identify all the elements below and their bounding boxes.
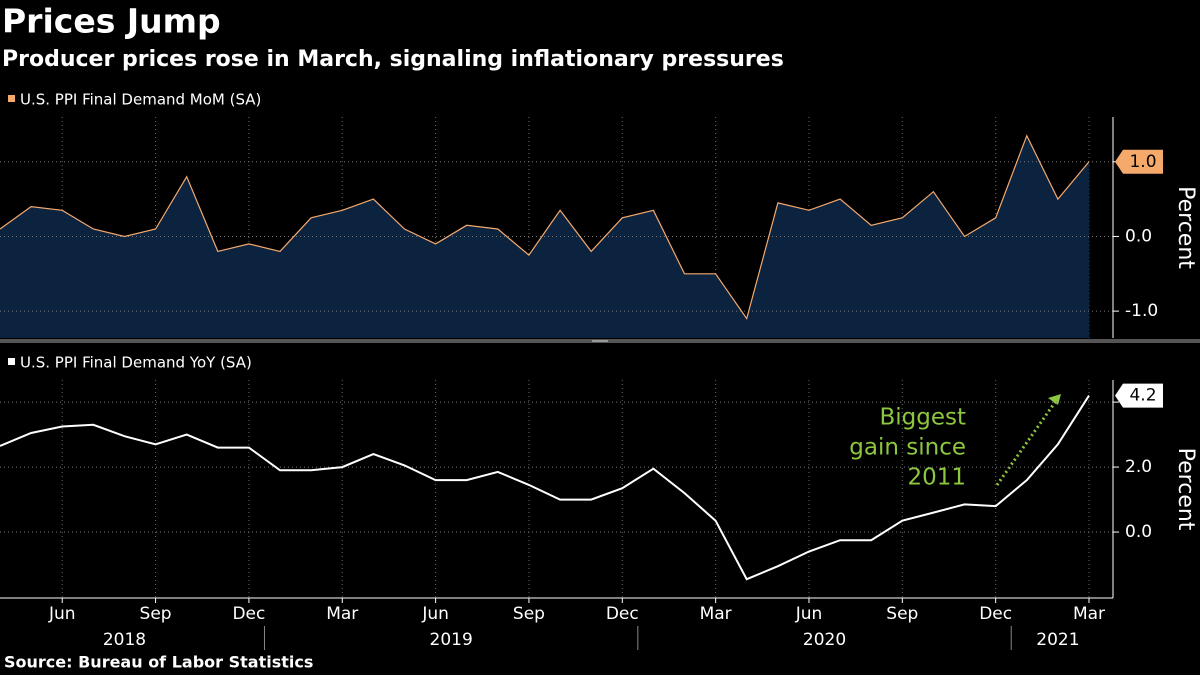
- y-axis-label: Percent: [1173, 448, 1198, 531]
- x-tick-label: Sep: [513, 604, 545, 624]
- x-tick-label: Sep: [886, 604, 918, 624]
- legend-label: U.S. PPI Final Demand MoM (SA): [20, 91, 261, 109]
- x-tick-label: Mar: [1073, 604, 1105, 624]
- legend-marker: [8, 95, 15, 102]
- legend-label: U.S. PPI Final Demand YoY (SA): [20, 354, 252, 372]
- legend-marker: [8, 358, 15, 365]
- chart-subtitle: Producer prices rose in March, signaling…: [2, 47, 784, 72]
- divider-handle: [592, 340, 608, 342]
- x-year-label: 2021: [1036, 630, 1079, 650]
- x-tick-label: Sep: [140, 604, 172, 624]
- y-tick-label: 2.0: [1125, 457, 1152, 477]
- y-tick-label: 0.0: [1125, 522, 1152, 542]
- annotation: Biggest: [879, 405, 966, 431]
- x-tick-label: Jun: [48, 604, 76, 624]
- x-tick-label: Mar: [326, 604, 358, 624]
- annotation: 2011: [907, 465, 966, 491]
- y-tick-label: 0.0: [1125, 226, 1152, 246]
- annotation-arrowhead: [1048, 394, 1061, 405]
- line: [0, 134, 1090, 321]
- x-tick-label: Dec: [232, 604, 265, 624]
- value-label-box: [1115, 149, 1163, 174]
- annotation: gain since: [849, 435, 966, 461]
- x-tick-label: Dec: [979, 604, 1012, 624]
- x-tick-label: Mar: [700, 604, 732, 624]
- value-label: 4.2: [1129, 386, 1156, 406]
- line: [0, 395, 1090, 581]
- x-year-label: 2018: [103, 630, 146, 650]
- y-tick-label: -1.0: [1125, 301, 1158, 321]
- x-tick-label: Jun: [421, 604, 449, 624]
- x-year-label: 2019: [430, 630, 473, 650]
- x-tick-label: Dec: [606, 604, 639, 624]
- value-label-box: [1115, 383, 1163, 408]
- x-year-label: 2020: [803, 630, 846, 650]
- chart-title: Prices Jump: [2, 2, 221, 41]
- source: Source: Bureau of Labor Statistics: [4, 653, 313, 672]
- value-label: 1.0: [1129, 152, 1156, 172]
- x-tick-label: Jun: [795, 604, 823, 624]
- y-axis-label: Percent: [1173, 186, 1198, 269]
